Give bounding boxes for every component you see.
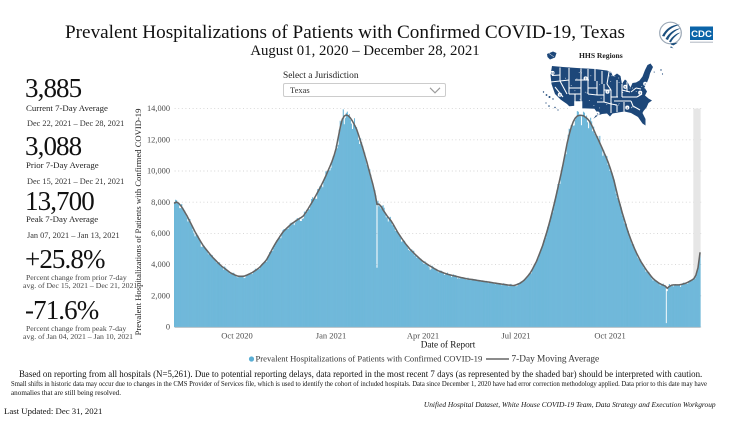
svg-text:4,000: 4,000 — [151, 260, 170, 269]
svg-text:6: 6 — [597, 112, 599, 116]
svg-text:2: 2 — [644, 82, 646, 86]
svg-text:3: 3 — [639, 91, 641, 95]
svg-text:7-Day Moving Average: 7-Day Moving Average — [512, 355, 600, 365]
svg-text:2,000: 2,000 — [151, 291, 170, 300]
svg-text:12,000: 12,000 — [147, 135, 170, 144]
svg-text:9: 9 — [559, 93, 561, 97]
svg-text:1: 1 — [653, 70, 655, 74]
svg-text:Apr 2021: Apr 2021 — [407, 331, 439, 341]
svg-text:7: 7 — [607, 90, 609, 94]
svg-text:Jul 2021: Jul 2021 — [501, 331, 530, 341]
svg-text:6,000: 6,000 — [151, 229, 170, 238]
svg-text:8,000: 8,000 — [151, 198, 170, 207]
svg-text:4: 4 — [626, 106, 628, 110]
svg-text:14,000: 14,000 — [147, 104, 170, 113]
svg-text:Jan 2021: Jan 2021 — [316, 331, 346, 341]
svg-text:5: 5 — [624, 85, 626, 89]
svg-text:Oct 2021: Oct 2021 — [594, 331, 625, 341]
svg-text:0: 0 — [166, 323, 170, 332]
svg-text:Prevalent Hospitalizations of: Prevalent Hospitalizations of Patients w… — [133, 109, 143, 336]
svg-text:10,000: 10,000 — [147, 167, 170, 176]
svg-text:8: 8 — [585, 77, 587, 81]
svg-text:CDC: CDC — [691, 29, 712, 40]
svg-text:Oct 2020: Oct 2020 — [221, 331, 252, 341]
svg-text:10: 10 — [551, 71, 555, 75]
svg-text:Date of Report: Date of Report — [421, 339, 476, 349]
svg-text:Prevalent Hospitalizations of: Prevalent Hospitalizations of Patients w… — [256, 354, 483, 364]
